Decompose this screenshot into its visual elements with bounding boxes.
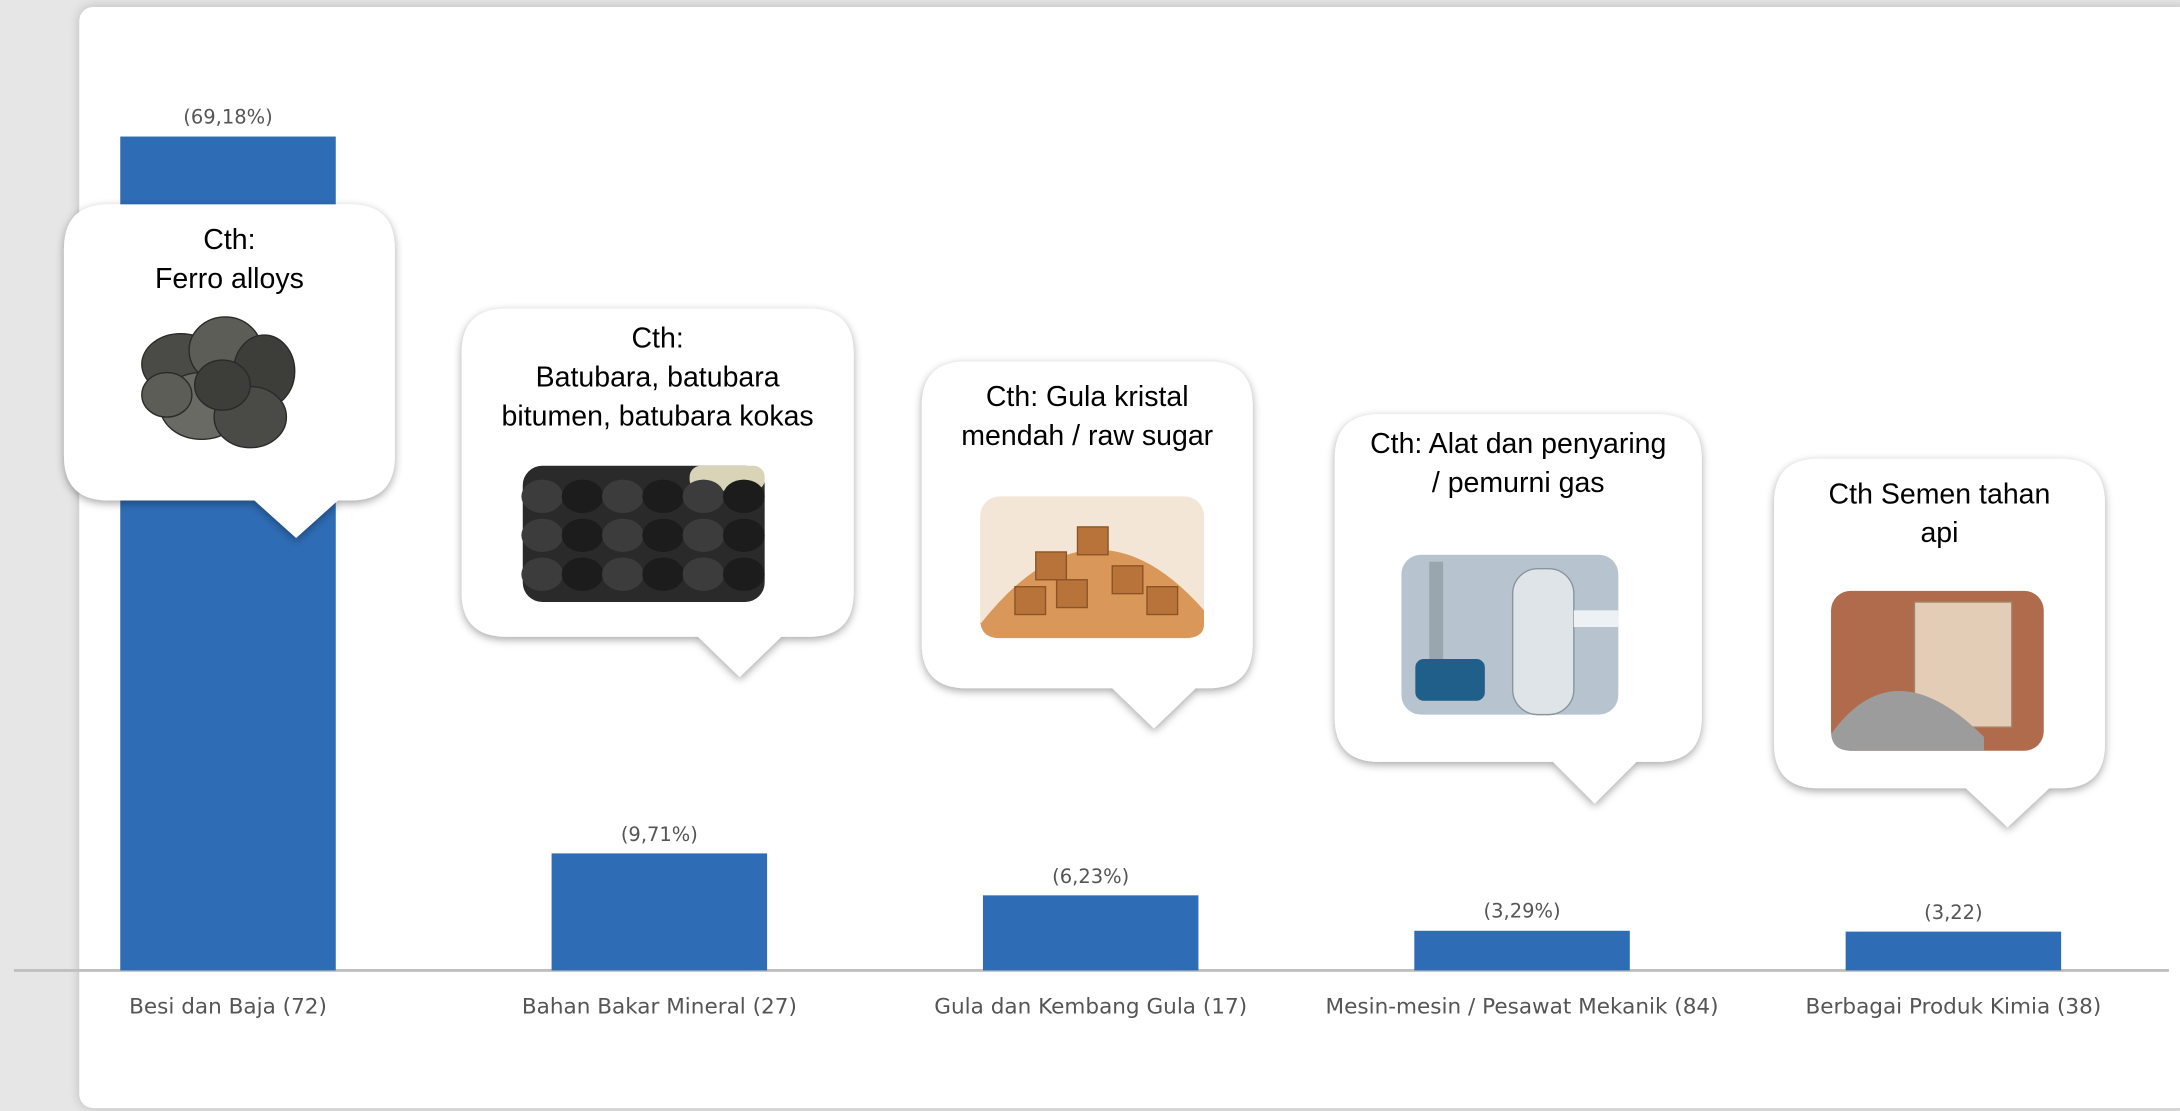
cube (1055, 579, 1088, 609)
lump (642, 479, 685, 514)
lump (561, 518, 604, 552)
pipe (1429, 561, 1444, 660)
value-label: (3,22) (1924, 902, 1983, 925)
cube (1035, 551, 1068, 581)
cube (1076, 526, 1109, 556)
rail (1573, 610, 1619, 628)
lump (561, 557, 604, 591)
callout-text: Cth: Ferro alloys (154, 223, 304, 295)
tank (1511, 567, 1575, 716)
value-label: (69,18%) (183, 107, 273, 130)
callout-image (521, 465, 765, 603)
lump (682, 557, 725, 591)
x-tick-label: Bahan Bakar Mineral (27) (521, 994, 797, 1020)
value-label: (3,29%) (1483, 901, 1561, 924)
rock (141, 371, 193, 418)
value-label: (9,71%) (620, 824, 698, 847)
rock (193, 359, 251, 411)
cube (1146, 586, 1179, 616)
lump (602, 479, 644, 514)
lump (682, 518, 725, 552)
x-tick-label: Berbagai Produk Kimia (38) (1805, 994, 2102, 1020)
powder (1831, 690, 1984, 751)
lump (602, 518, 644, 552)
callout-text: Cth: Batubara, batubara bitumen, batubar… (501, 322, 814, 433)
lump (642, 518, 685, 552)
callout-image (141, 316, 296, 449)
lump (722, 557, 765, 591)
callout-text: Cth Semen tahan api (1828, 478, 2051, 550)
lump (642, 557, 685, 591)
bar (1845, 931, 2062, 971)
lump (521, 557, 564, 591)
motor (1415, 659, 1485, 701)
x-tick-label: Gula dan Kembang Gula (17) (934, 994, 1248, 1020)
x-tick-label: Mesin-mesin / Pesawat Mekanik (84) (1325, 994, 1719, 1020)
lump (521, 518, 564, 552)
callout-text: Cth: Gula kristal mendah / raw sugar (961, 380, 1214, 452)
lump (561, 479, 604, 514)
callout-image (1401, 554, 1619, 716)
bar (551, 853, 768, 971)
lump (602, 557, 644, 591)
callout-image (980, 496, 1205, 639)
callout-image (1831, 590, 2044, 751)
x-tick-label: Besi dan Baja (72) (129, 994, 327, 1020)
lump (722, 479, 765, 514)
cube (1111, 565, 1144, 595)
lump (722, 518, 765, 552)
cube (1014, 586, 1047, 616)
bar (982, 895, 1199, 971)
bar (1414, 930, 1630, 971)
lump (682, 479, 725, 514)
lump (521, 479, 564, 514)
callout-text: Cth: Alat dan penyaring / pemurni gas (1370, 428, 1667, 500)
value-label: (6,23%) (1052, 866, 1130, 889)
